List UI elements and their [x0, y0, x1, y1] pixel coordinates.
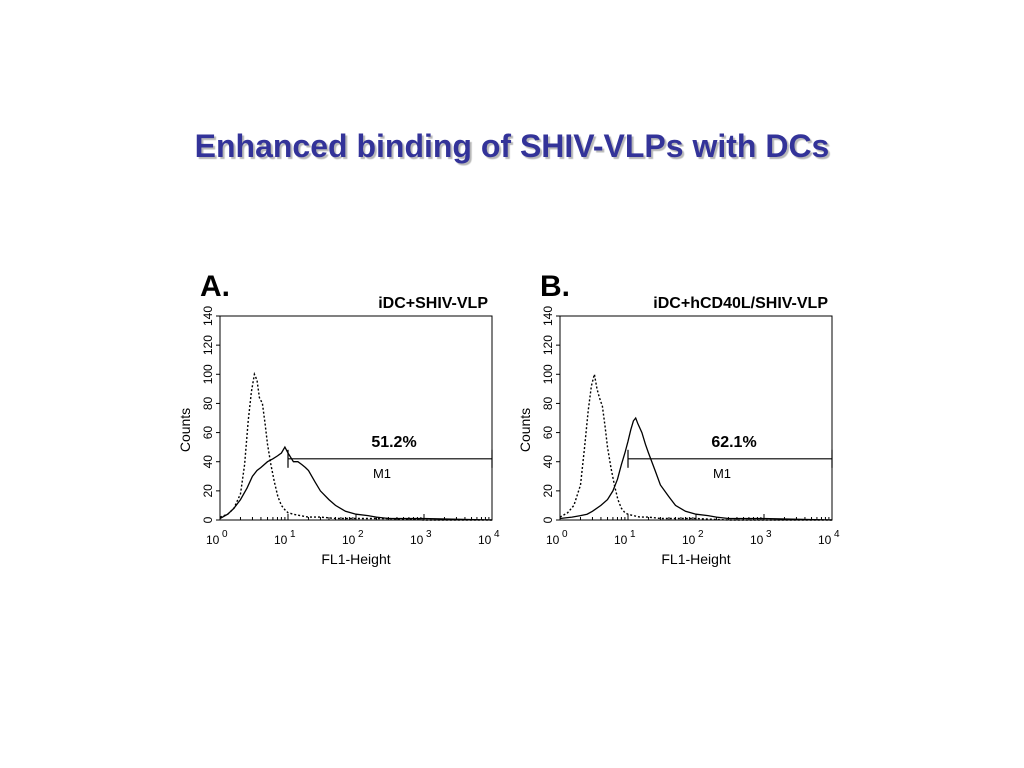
plot-frame — [559, 315, 833, 521]
y-tick-label: 80 — [201, 396, 215, 410]
gate-label: M1 — [373, 466, 391, 481]
y-tick-label: 120 — [201, 335, 215, 355]
x-tick-base: 10 — [206, 533, 220, 547]
x-tick-exponent: 1 — [290, 529, 296, 540]
x-tick-base: 10 — [614, 533, 628, 547]
y-tick-label: 0 — [541, 516, 555, 523]
gate-percentage: 62.1% — [711, 434, 756, 451]
panel-a: A. iDC+SHIV-VLP 0 20 40 60 80 100 120 140 10 0 10 1 10… — [170, 260, 530, 580]
x-tick-base: 10 — [750, 533, 764, 547]
x-tick-exponent: 2 — [358, 529, 364, 540]
y-axis-title: Counts — [177, 408, 193, 452]
y-tick-label: 40 — [541, 455, 555, 469]
sample-title: iDC+SHIV-VLP — [378, 295, 488, 312]
histogram-chart-b: B.iDC+hCD40L/SHIV-VLP0204060801001201401… — [517, 270, 840, 567]
x-tick-exponent: 1 — [630, 529, 636, 540]
plot-frame — [219, 315, 493, 521]
x-tick-exponent: 2 — [698, 529, 704, 540]
y-tick-label: 120 — [541, 335, 555, 355]
slide-title: Enhanced binding of SHIV-VLPs with DCs — [194, 128, 830, 164]
x-axis-title: FL1-Height — [661, 551, 730, 567]
x-tick-base: 10 — [410, 533, 424, 547]
x-tick-exponent: 0 — [222, 529, 228, 540]
y-tick-label: 20 — [201, 484, 215, 498]
x-tick-exponent: 0 — [562, 529, 568, 540]
x-tick-base: 10 — [478, 533, 492, 547]
y-tick-label: 140 — [201, 306, 215, 326]
panel-b: B. iDC+hCD40L/SHIV-VLP 0 20 40 60 80 100 120 140 1… — [510, 260, 870, 580]
x-axis-title: FL1-Height — [321, 551, 390, 567]
x-tick-exponent: 3 — [426, 529, 432, 540]
x-tick-base: 10 — [682, 533, 696, 547]
y-axis-title: Counts — [517, 408, 533, 452]
y-tick-label: 60 — [541, 426, 555, 440]
sample-histogram-line — [559, 416, 833, 521]
x-tick-base: 10 — [274, 533, 288, 547]
control-histogram-line — [219, 371, 492, 521]
x-tick-base: 10 — [342, 533, 356, 547]
panel-label-b: B. — [540, 270, 570, 303]
y-tick-label: 140 — [541, 306, 555, 326]
y-tick-label: 20 — [541, 484, 555, 498]
x-tick-base: 10 — [818, 533, 832, 547]
sample-histogram-line — [219, 445, 493, 521]
y-tick-label: 100 — [541, 364, 555, 384]
y-tick-label: 80 — [541, 396, 555, 410]
panel-label-a: A. — [200, 270, 230, 303]
y-tick-label: 60 — [201, 426, 215, 440]
x-tick-exponent: 3 — [766, 529, 772, 540]
x-tick-exponent: 4 — [834, 529, 840, 540]
y-tick-label: 0 — [201, 516, 215, 523]
sample-title: iDC+hCD40L/SHIV-VLP — [653, 295, 828, 312]
x-tick-exponent: 4 — [494, 529, 500, 540]
x-tick-base: 10 — [546, 533, 560, 547]
y-tick-label: 100 — [201, 364, 215, 384]
y-tick-label: 40 — [201, 455, 215, 469]
gate-percentage: 51.2% — [371, 434, 416, 451]
gate-label: M1 — [713, 466, 731, 481]
control-histogram-line — [559, 374, 832, 521]
